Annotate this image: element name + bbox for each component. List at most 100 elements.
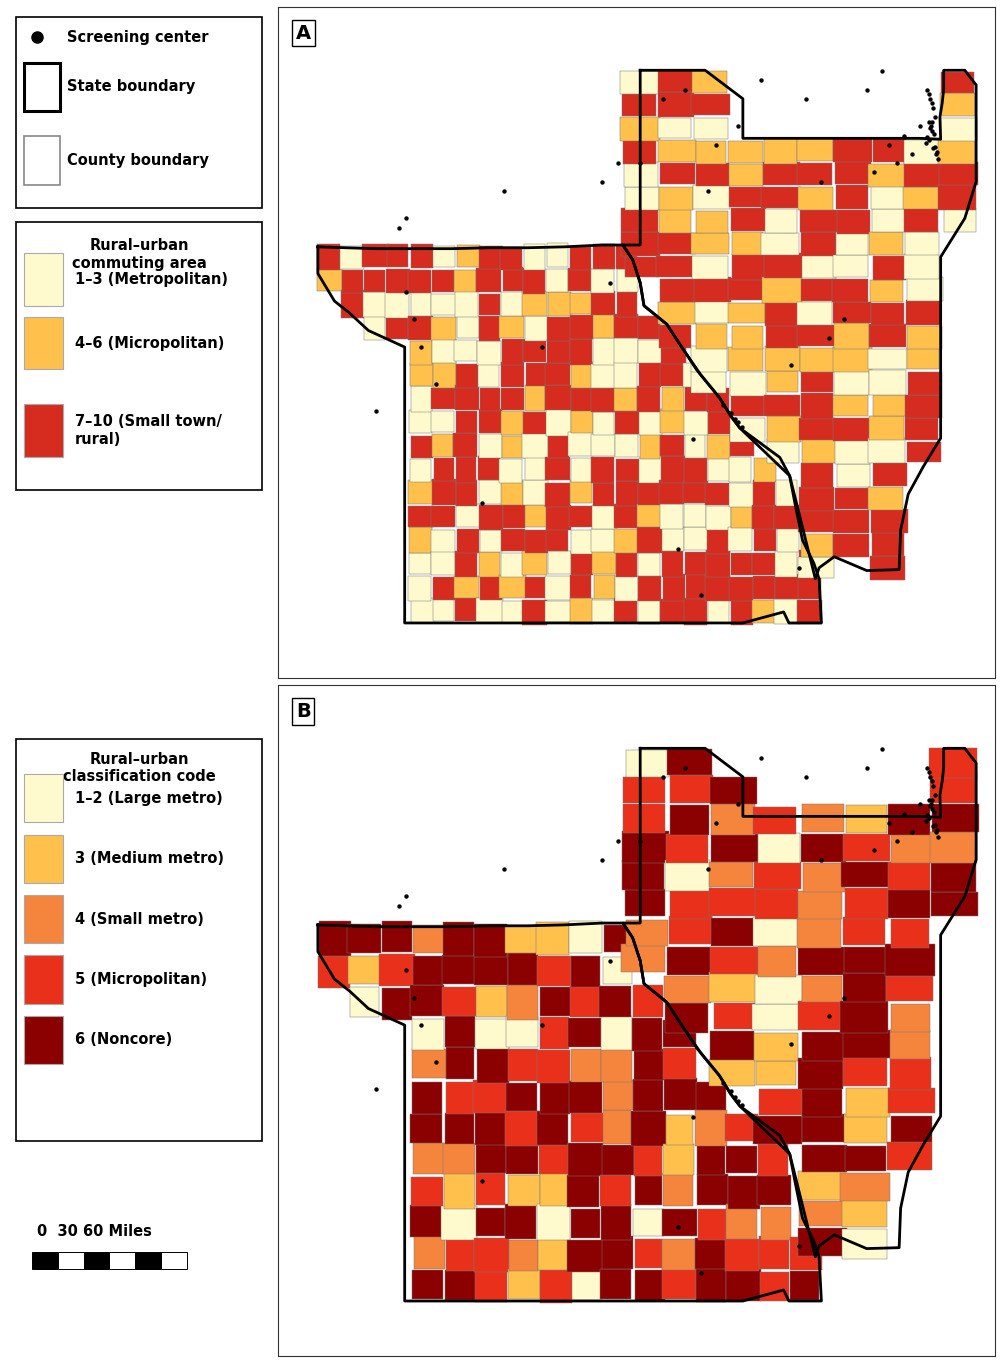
Bar xyxy=(833,255,868,277)
Point xyxy=(836,987,852,1009)
Bar xyxy=(499,316,524,338)
Bar xyxy=(803,863,845,891)
Bar xyxy=(929,748,977,778)
Bar xyxy=(938,138,975,164)
Bar xyxy=(697,1174,728,1205)
Bar xyxy=(480,577,502,600)
Bar xyxy=(843,1058,887,1086)
Bar xyxy=(591,388,615,412)
Bar xyxy=(571,530,594,553)
Bar xyxy=(135,1253,161,1269)
Point xyxy=(413,337,429,358)
Bar xyxy=(759,1236,789,1269)
Bar xyxy=(939,162,978,185)
Bar xyxy=(670,887,712,919)
Bar xyxy=(658,303,696,323)
Bar xyxy=(476,1144,506,1174)
Bar xyxy=(729,483,754,507)
Bar xyxy=(616,481,638,507)
Bar xyxy=(479,409,502,433)
Bar xyxy=(621,209,658,233)
Point xyxy=(922,766,938,788)
Bar xyxy=(507,985,538,1020)
Bar xyxy=(873,395,906,416)
Bar xyxy=(638,598,660,624)
Bar xyxy=(799,487,834,511)
Bar xyxy=(342,270,363,293)
Point xyxy=(791,557,807,579)
Bar xyxy=(908,372,942,395)
Bar xyxy=(501,292,524,316)
Point xyxy=(715,394,731,416)
Bar xyxy=(832,279,868,303)
Bar xyxy=(776,480,797,506)
Bar xyxy=(801,372,833,393)
Point xyxy=(924,770,940,792)
Bar xyxy=(431,551,455,575)
Bar xyxy=(691,346,727,372)
Point xyxy=(368,401,384,423)
Bar xyxy=(637,527,663,553)
Point xyxy=(921,807,937,829)
Bar xyxy=(476,597,503,623)
Bar xyxy=(640,433,660,459)
Point xyxy=(730,116,746,138)
Bar xyxy=(871,185,906,209)
Bar xyxy=(635,1174,662,1205)
Bar xyxy=(764,138,797,164)
Point xyxy=(889,830,905,852)
Bar xyxy=(341,290,364,318)
Point xyxy=(798,766,814,788)
Bar xyxy=(660,435,684,457)
Bar xyxy=(506,1142,538,1175)
Bar xyxy=(411,598,434,623)
Bar xyxy=(833,510,869,533)
Bar xyxy=(479,245,503,269)
Bar xyxy=(317,244,340,270)
Bar xyxy=(454,339,477,361)
Bar xyxy=(694,119,728,139)
Bar xyxy=(537,1050,570,1084)
Bar xyxy=(905,395,942,418)
Point xyxy=(610,830,626,852)
Bar xyxy=(833,395,868,416)
Point xyxy=(708,812,724,834)
Bar xyxy=(571,388,592,410)
Point xyxy=(734,416,750,438)
Bar xyxy=(500,247,522,270)
Bar xyxy=(775,551,797,577)
Point xyxy=(700,180,716,202)
Bar xyxy=(887,1142,932,1169)
Point xyxy=(924,789,940,811)
Bar xyxy=(623,777,665,803)
Bar xyxy=(660,504,683,529)
Bar xyxy=(570,574,591,598)
Bar xyxy=(891,833,935,863)
Bar xyxy=(58,1253,84,1269)
Text: 1–3 (Metropolitan): 1–3 (Metropolitan) xyxy=(75,271,228,286)
Bar xyxy=(798,947,845,975)
Bar xyxy=(663,574,685,601)
Bar xyxy=(614,598,637,622)
Bar xyxy=(891,1116,932,1142)
Bar xyxy=(433,577,457,600)
Bar xyxy=(632,1018,662,1051)
Text: 6 (Noncore): 6 (Noncore) xyxy=(75,1033,172,1048)
Bar xyxy=(871,303,904,326)
Bar xyxy=(729,577,753,601)
Bar xyxy=(706,551,730,578)
Bar xyxy=(442,955,476,984)
Point xyxy=(918,132,934,154)
Bar xyxy=(799,1201,844,1227)
Point xyxy=(921,110,937,132)
Bar xyxy=(802,255,836,278)
Point xyxy=(391,217,407,239)
Bar xyxy=(570,293,593,315)
Bar xyxy=(454,270,476,292)
Bar xyxy=(525,530,548,553)
Point xyxy=(927,814,943,836)
Bar xyxy=(638,575,661,601)
Bar xyxy=(545,384,571,410)
Bar xyxy=(593,338,616,365)
Bar xyxy=(662,1239,695,1269)
